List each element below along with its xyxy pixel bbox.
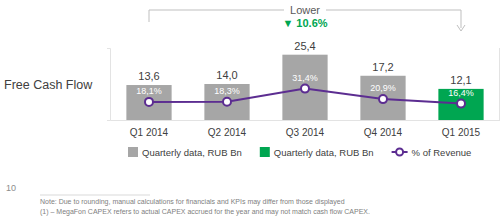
footnote: (1) – MegaFon CAPEX refers to actual CAP… [40, 208, 370, 216]
tick: Q3 2014 [286, 120, 325, 138]
marker [457, 100, 465, 108]
data-label: 18,1% [136, 86, 162, 96]
legend-item: Quarterly data, RUB Bn [128, 147, 242, 158]
tick [107, 48, 110, 49]
tick [107, 120, 110, 121]
footnote-rule [40, 195, 150, 196]
chart: Free Cash Flow Q1 2014 Q2 2014 Q3 2014 Q4 20… [0, 0, 500, 223]
page-number: 10 [6, 183, 16, 193]
legend-symbol [396, 149, 403, 156]
legend-label: Quarterly data, RUB Bn [274, 147, 374, 158]
marker [301, 85, 309, 93]
legend: Quarterly data, RUB Bn Quarterly data, RU… [128, 147, 471, 158]
tick: Q2 2014 [208, 120, 247, 138]
tick-label: Q1 2015 [442, 127, 481, 138]
legend-item: Quarterly data, RUB Bn [260, 147, 374, 158]
tick-mark [499, 48, 500, 49]
data-label: 18,3% [214, 86, 240, 96]
data-label: 13,6 [138, 70, 159, 82]
tick: Q1 2014 [130, 120, 169, 138]
legend-label: % of Revenue [412, 147, 472, 158]
tick-mark [107, 48, 110, 49]
annotation-text: ▼ 10.6% [282, 17, 327, 29]
tick-label: Q3 2014 [286, 127, 325, 138]
tick: Q4 2014 [364, 120, 403, 138]
legend-label: Quarterly data, RUB Bn [142, 147, 242, 158]
chart-title: Free Cash Flow [4, 78, 93, 92]
annotation-text: Lower [290, 4, 320, 16]
data-label: 12,1 [450, 74, 471, 86]
data-label: 17,2 [372, 61, 393, 73]
data-label: 20,9% [370, 83, 396, 93]
plot-area [126, 55, 483, 120]
y-axis [107, 49, 111, 121]
bar [282, 55, 327, 120]
legend-item: % of Revenue [392, 147, 472, 158]
tick [499, 48, 500, 49]
marker [145, 98, 153, 106]
tick-mark [107, 120, 110, 121]
y2-axis [499, 49, 500, 121]
marker [223, 98, 231, 106]
data-label: 25,4 [294, 40, 315, 52]
axis-line [107, 49, 111, 121]
data-label: 31,4% [292, 73, 318, 83]
footnote: Note: Due to rounding, manual calculatio… [40, 198, 345, 206]
data-label: 14,0 [216, 69, 237, 81]
data-label: 16,4% [448, 88, 474, 98]
data-labels: 13,6 14,0 25,4 17,2 12,1 18,1% 18,3% 31,4% 20,9%… [136, 40, 474, 98]
tick-label: Q2 2014 [208, 127, 247, 138]
bracket [149, 10, 461, 28]
x-axis: Q1 2014 Q2 2014 Q3 2014 Q4 2014 Q1 2015 [111, 120, 500, 138]
axis-line [111, 120, 500, 121]
tick: Q1 2015 [442, 120, 481, 138]
tick-label: Q1 2014 [130, 127, 169, 138]
legend-symbol [128, 147, 138, 157]
tick-label: Q4 2014 [364, 127, 403, 138]
marker [379, 95, 387, 103]
legend-symbol [260, 147, 270, 157]
bracket-arrow [457, 25, 465, 31]
annotation: Lower▼ 10.6% [149, 4, 465, 31]
